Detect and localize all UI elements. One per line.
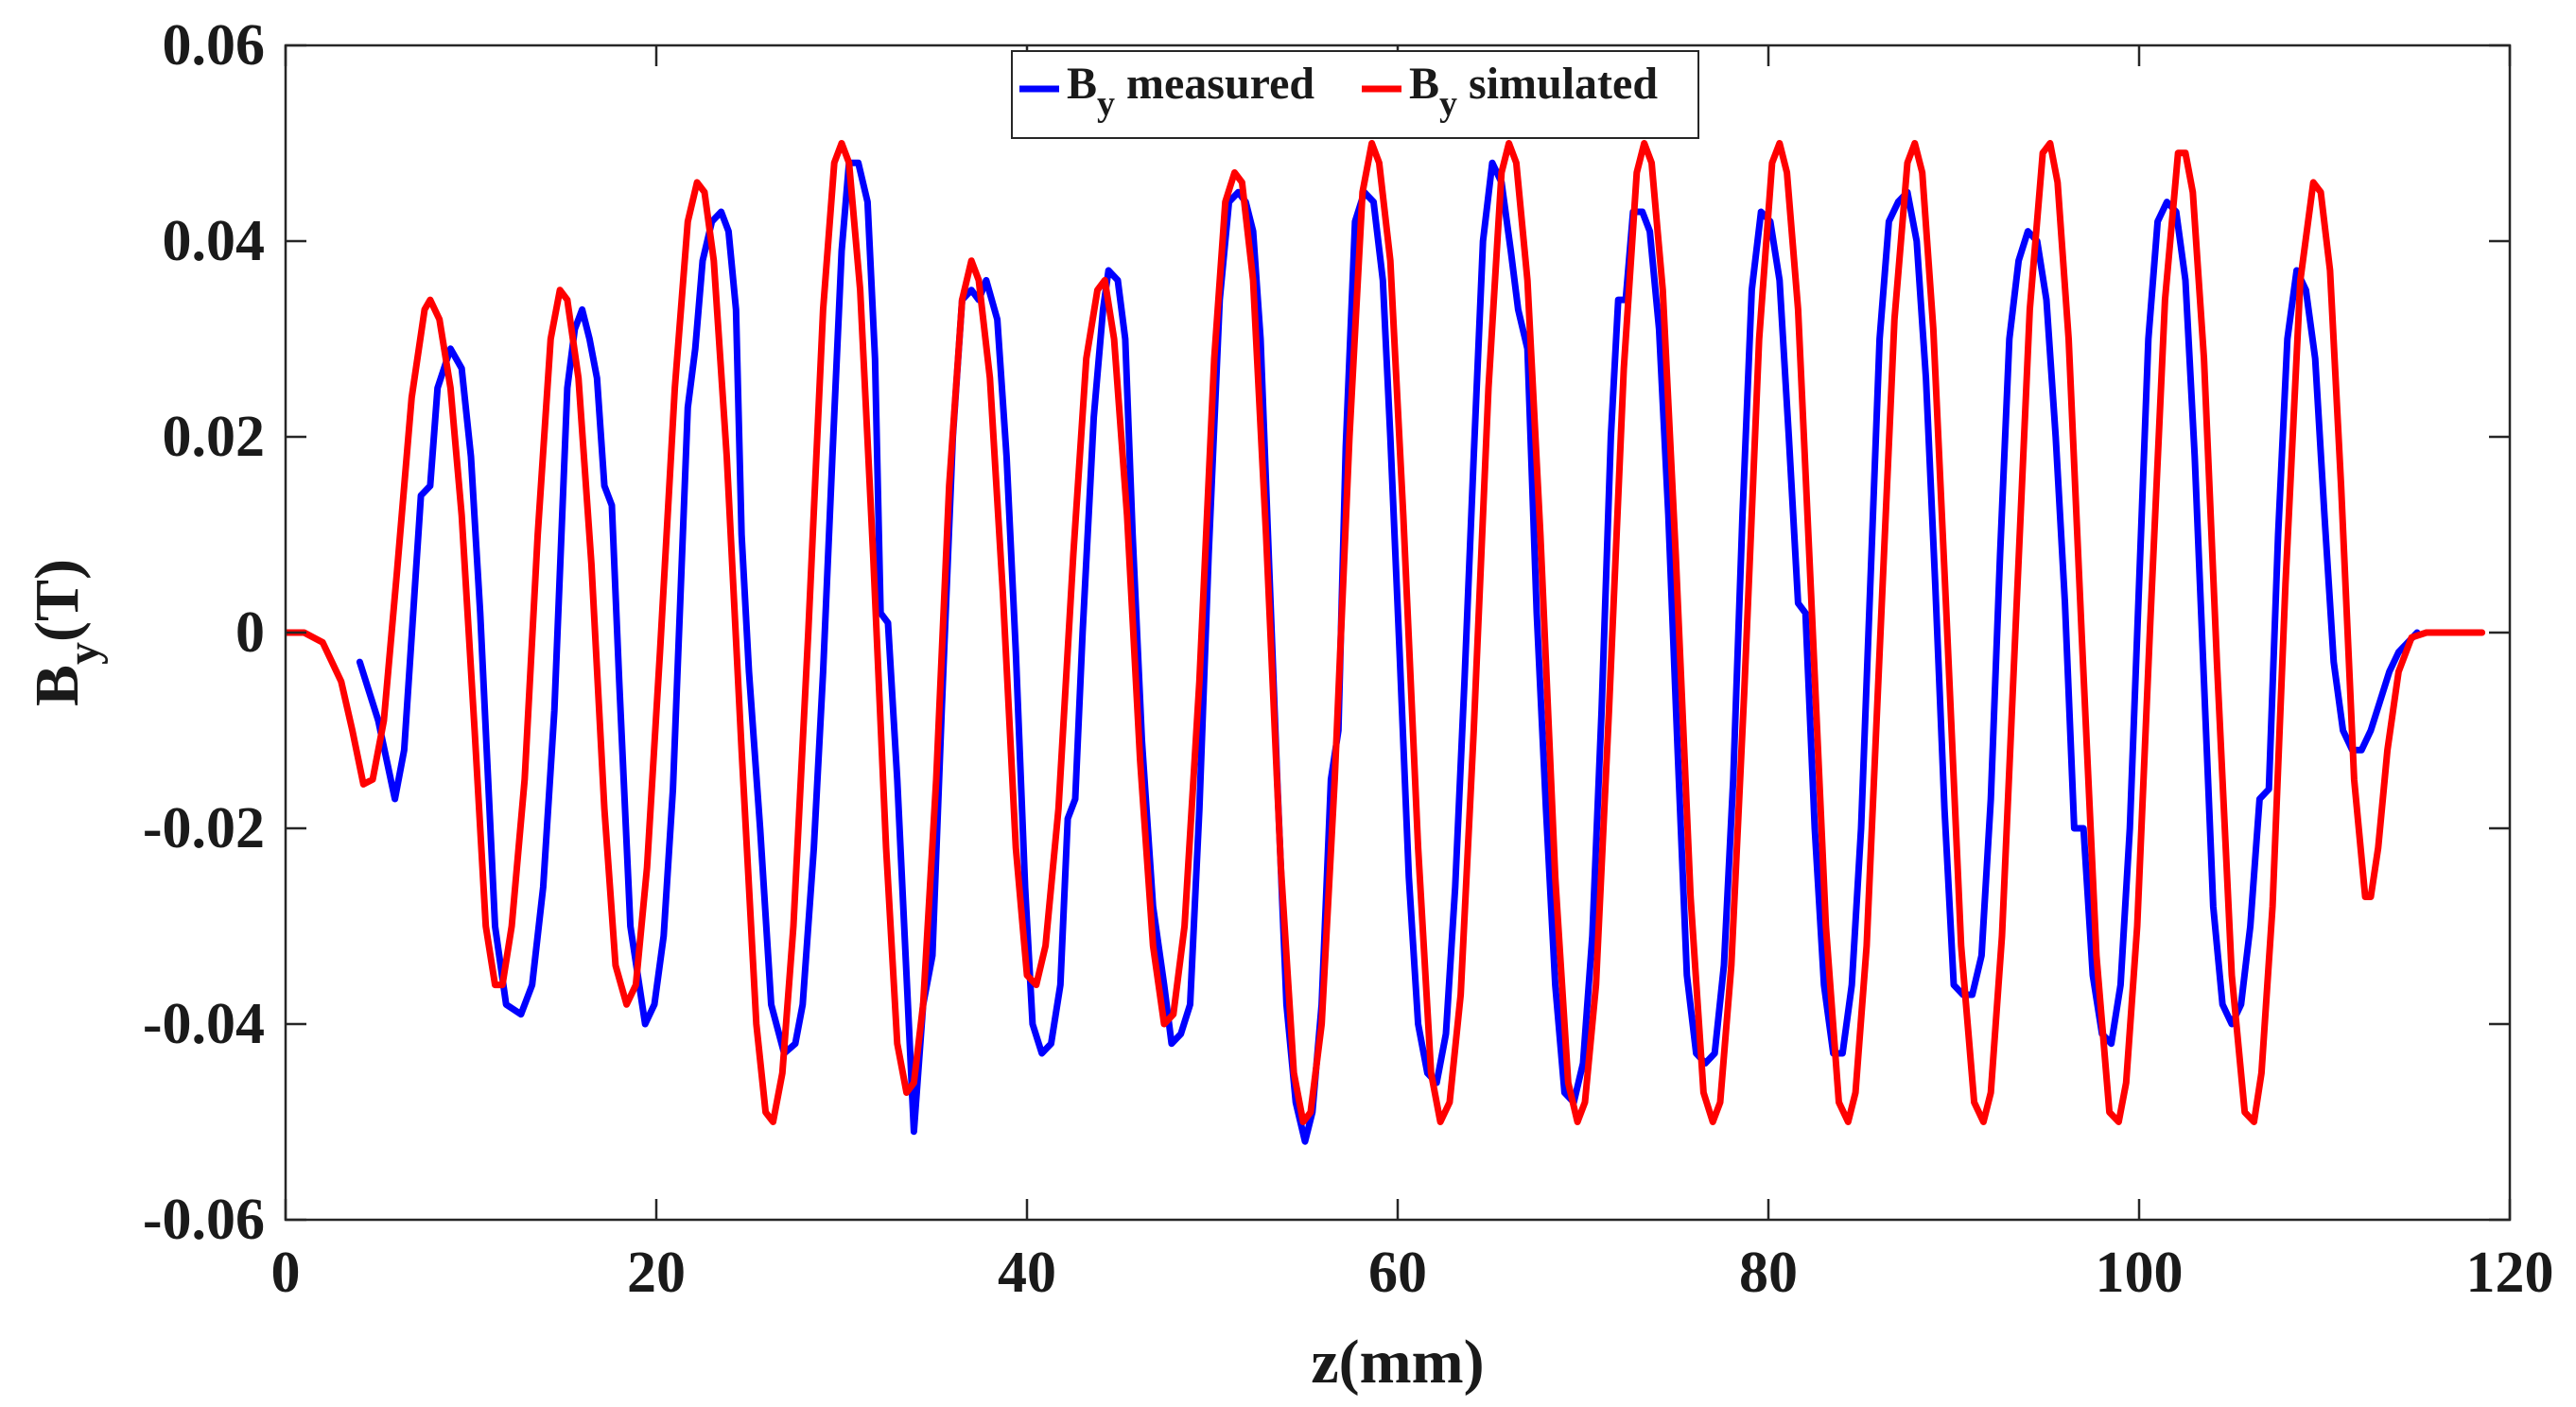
legend-label-measured-rest: measured [1126,59,1314,109]
legend-label-simulated-subscript: y [1439,84,1457,124]
plot-lines [286,140,2486,1145]
legend-label-measured-subscript: y [1097,84,1115,124]
y-axis-title-unit: (T) [23,559,92,642]
x-axis-title: z(mm) [1311,1328,1484,1397]
legend-label-simulated-main: B [1409,59,1439,109]
legend: By measured By simulated [1011,50,1699,139]
y-axis-title-main: B [23,665,92,706]
x-tick-label: 20 [627,1241,686,1305]
x-tick-label: 100 [2096,1241,2184,1305]
y-tick-label: 0 [235,600,265,665]
series-line-simulated [286,140,2486,1125]
legend-box [1011,50,1699,139]
y-tick-label: 0.06 [163,13,266,78]
legend-label-simulated-rest: simulated [1469,59,1658,109]
y-axis-title: By(T) [23,559,109,706]
y-tick-label: 0.02 [163,405,266,469]
legend-label-measured-main: B [1067,59,1097,109]
x-tick-label: 60 [1368,1241,1427,1305]
y-tick-label: 0.04 [163,209,266,273]
y-tick-label: -0.06 [143,1188,265,1252]
series-line-measured [356,159,2421,1145]
y-tick-label: -0.04 [143,992,265,1056]
x-tick-label: 40 [998,1241,1056,1305]
legend-label-measured: By measured [1067,59,1314,124]
y-axis-title-subscript: y [59,642,109,665]
x-tick-label: 120 [2466,1241,2554,1305]
x-tick-label: 0 [271,1241,301,1305]
x-tick-label: 80 [1739,1241,1798,1305]
legend-label-simulated: By simulated [1409,59,1658,124]
tick-labels: 0 20 40 60 80 100 120 -0.06 -0.04 -0.02 0 0.02 0.04 0… [143,13,2554,1305]
y-tick-label: -0.02 [143,796,265,860]
